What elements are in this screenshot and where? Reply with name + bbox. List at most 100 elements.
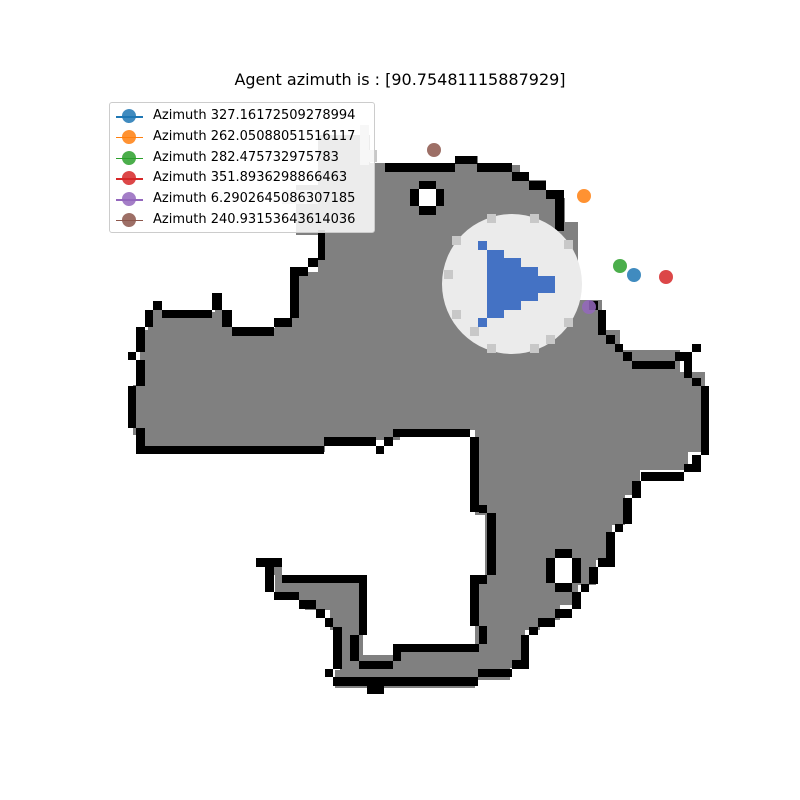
azimuth-marker-1 xyxy=(627,268,641,282)
wall-segment xyxy=(145,310,153,327)
wall-segment xyxy=(529,627,538,635)
wall-segment xyxy=(136,428,145,448)
wall-segment xyxy=(290,276,299,318)
wall-segment xyxy=(318,230,325,260)
wall-segment xyxy=(572,592,581,609)
legend-entry: Azimuth 351.8936298866463 xyxy=(110,168,374,189)
wall-segment xyxy=(393,644,479,652)
legend-marker-icon xyxy=(122,171,136,186)
legend-marker-icon xyxy=(122,129,136,144)
wall-segment xyxy=(455,156,477,164)
view-edge-cell xyxy=(487,344,496,353)
wall-segment xyxy=(265,567,274,592)
azimuth-marker-3 xyxy=(613,259,627,273)
view-edge-cell xyxy=(530,214,539,223)
wall-segment xyxy=(692,378,701,386)
legend-marker-icon xyxy=(122,109,136,123)
wall-segment xyxy=(333,627,342,669)
wall-segment xyxy=(162,310,212,318)
wall-segment xyxy=(274,318,292,327)
view-edge-cell xyxy=(452,236,461,245)
wall-segment xyxy=(128,386,136,428)
view-edge-cell xyxy=(564,240,573,249)
azimuth-marker-5 xyxy=(582,300,596,314)
wall-segment xyxy=(333,677,478,686)
view-edge-cell xyxy=(564,318,573,327)
agent-arrow-icon xyxy=(478,241,555,327)
wall-segment xyxy=(299,600,316,609)
legend-entry: Azimuth 262.05088051516117 xyxy=(110,127,374,148)
wall-segment xyxy=(470,575,487,584)
wall-segment xyxy=(675,352,684,361)
wall-segment xyxy=(477,163,512,172)
wall-segment xyxy=(367,686,384,694)
wall-segment xyxy=(701,386,709,455)
agent-cell xyxy=(487,301,504,318)
legend-label: Azimuth 282.475732975783 xyxy=(153,149,339,165)
wall-segment xyxy=(153,301,162,310)
view-edge-cell xyxy=(452,310,461,319)
wall-segment xyxy=(684,464,701,472)
wall-segment xyxy=(393,429,470,437)
wall-segment xyxy=(632,481,641,498)
wall-segment xyxy=(606,532,615,558)
wall-segment xyxy=(479,626,487,644)
wall-segment xyxy=(692,455,701,464)
view-edge-cell xyxy=(546,335,555,344)
legend-entry: Azimuth 240.93153643614036 xyxy=(110,210,374,231)
wall-segment xyxy=(282,575,359,583)
wall-segment xyxy=(529,181,546,190)
wall-segment xyxy=(136,446,324,454)
wall-segment xyxy=(384,437,393,446)
pillar-wall xyxy=(410,189,419,206)
wall-segment xyxy=(324,437,376,446)
view-edge-cell xyxy=(444,270,453,279)
pillar-wall xyxy=(555,583,572,592)
map-title: Agent azimuth is : [90.75481115887929] xyxy=(234,70,566,89)
azimuth-marker-6 xyxy=(427,143,441,157)
wall-segment xyxy=(598,310,606,335)
wall-segment xyxy=(641,472,684,481)
agent-cell xyxy=(487,267,496,301)
map-walls xyxy=(128,156,709,694)
wall-segment xyxy=(538,618,555,627)
pillar-interior xyxy=(419,189,436,206)
wall-segment xyxy=(136,360,145,386)
wall-segment xyxy=(623,352,632,361)
legend-marker-icon xyxy=(122,150,136,165)
legend-entry: Azimuth 282.475732975783 xyxy=(110,148,374,169)
wall-segment xyxy=(623,498,632,524)
azimuth-marker-2 xyxy=(577,189,591,203)
wall-segment xyxy=(316,609,325,618)
wall-segment xyxy=(615,524,623,532)
wall-segment xyxy=(598,558,615,567)
wall-segment xyxy=(325,618,333,627)
wall-segment xyxy=(290,267,308,276)
agent-cell xyxy=(538,276,555,293)
legend-marker-icon xyxy=(122,212,136,227)
agent-cell xyxy=(478,318,487,327)
wall-segment xyxy=(232,327,274,336)
wall-segment xyxy=(487,513,496,575)
wall-segment xyxy=(222,310,232,327)
wall-segment xyxy=(470,584,479,626)
pillar-wall xyxy=(572,558,581,583)
legend-marker-icon xyxy=(122,192,136,207)
wall-segment xyxy=(274,592,299,600)
wall-segment xyxy=(478,669,512,677)
wall-segment xyxy=(606,335,615,344)
wall-segment xyxy=(376,446,384,454)
wall-segment xyxy=(521,635,529,660)
wall-segment xyxy=(581,584,589,592)
legend-entry: Azimuth 327.16172509278994 xyxy=(110,106,374,127)
legend-label: Azimuth 327.16172509278994 xyxy=(153,108,356,123)
wall-segment xyxy=(385,163,455,172)
wall-segment xyxy=(546,190,564,199)
view-edge-cell xyxy=(470,327,479,336)
agent-cell xyxy=(478,241,487,250)
wall-segment xyxy=(512,172,529,181)
wall-segment xyxy=(359,661,393,669)
azimuth-marker-4 xyxy=(659,270,673,284)
pillar-interior xyxy=(555,558,572,583)
